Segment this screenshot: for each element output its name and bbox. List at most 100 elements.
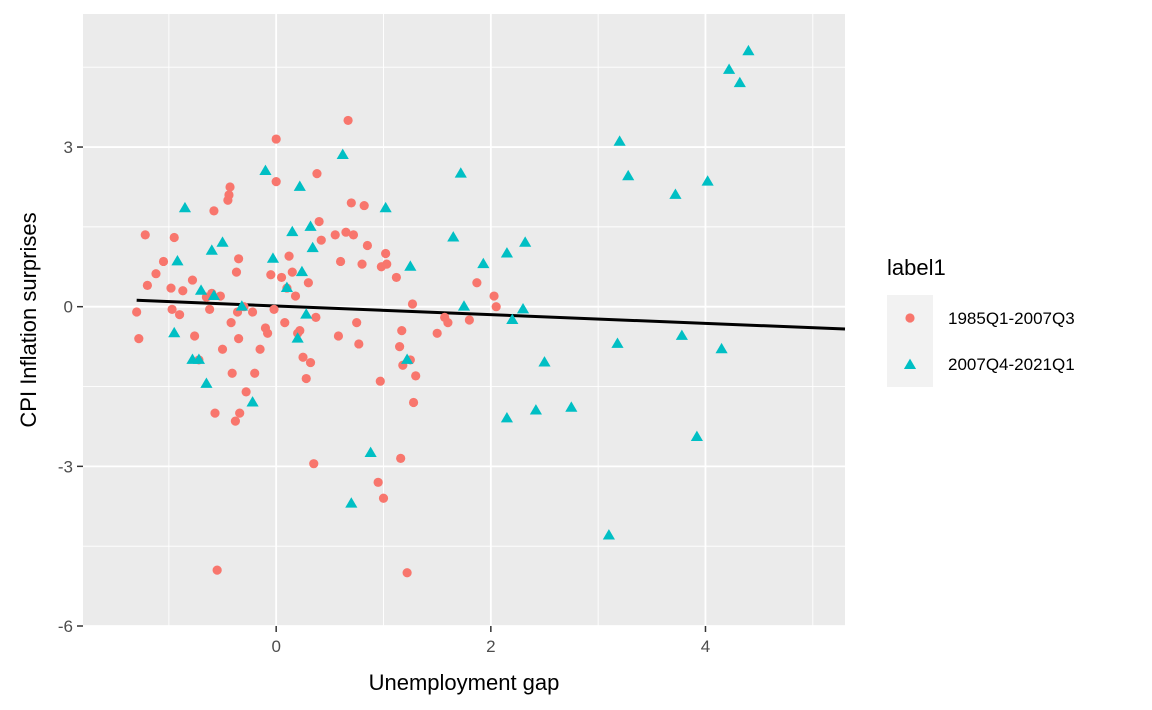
data-point-series-1 xyxy=(169,232,179,243)
data-point-series-1 xyxy=(134,334,144,344)
data-point-series-1 xyxy=(298,352,308,362)
data-point-series-1 xyxy=(316,235,326,245)
legend-key-circle xyxy=(905,313,915,323)
legend-label-1: 1985Q1-2007Q3 xyxy=(948,309,1075,328)
data-point-series-1 xyxy=(280,318,290,328)
data-point-series-1 xyxy=(354,339,364,349)
data-point-series-1 xyxy=(303,278,313,288)
data-point-series-1 xyxy=(362,240,373,251)
data-point-series-2 xyxy=(401,353,414,364)
data-point-series-1 xyxy=(378,493,389,503)
data-point-series-1 xyxy=(375,376,385,386)
y-tick-label: 3 xyxy=(64,138,73,157)
trend-line-group xyxy=(136,298,846,331)
data-point-series-2 xyxy=(216,236,229,247)
data-point-series-1 xyxy=(295,326,305,336)
data-point-series-1 xyxy=(284,251,294,261)
data-point-series-1 xyxy=(217,344,228,354)
legend-label-2: 2007Q4-2021Q1 xyxy=(948,355,1075,374)
data-point-series-2 xyxy=(516,302,530,314)
data-point-series-1 xyxy=(262,328,273,338)
data-point-series-1 xyxy=(230,416,240,426)
data-point-series-2 xyxy=(723,63,736,74)
data-point-series-2 xyxy=(404,260,417,271)
x-tick-label: 4 xyxy=(701,637,710,656)
data-point-series-2 xyxy=(457,300,471,311)
data-point-series-1 xyxy=(209,206,219,216)
data-point-series-1 xyxy=(381,248,391,259)
data-point-series-1 xyxy=(346,198,356,208)
data-point-series-2 xyxy=(194,284,208,295)
data-point-series-1 xyxy=(178,286,188,296)
data-point-series-1 xyxy=(247,307,258,317)
data-point-series-2 xyxy=(345,497,358,508)
data-point-series-1 xyxy=(287,267,297,277)
data-point-series-2 xyxy=(529,404,542,415)
data-point-series-2 xyxy=(690,430,703,442)
data-point-series-2 xyxy=(306,241,319,253)
x-axis: 0 2 4 xyxy=(271,626,710,656)
data-point-series-1 xyxy=(305,357,316,368)
data-point-series-1 xyxy=(271,134,281,144)
data-point-series-1 xyxy=(348,230,359,240)
data-point-series-1 xyxy=(491,302,501,312)
data-point-series-2 xyxy=(611,337,624,348)
legend-title: label1 xyxy=(887,255,946,280)
data-point-series-1 xyxy=(382,259,392,269)
data-point-series-2 xyxy=(235,300,248,311)
data-point-series-1 xyxy=(472,278,482,288)
data-point-series-1 xyxy=(411,371,421,381)
data-point-series-2 xyxy=(200,377,213,388)
data-point-series-2 xyxy=(178,201,192,213)
data-point-series-2 xyxy=(207,289,221,301)
legend-key-triangle xyxy=(903,358,917,369)
data-point-series-1 xyxy=(271,177,281,187)
data-point-series-1 xyxy=(432,328,442,338)
data-point-series-1 xyxy=(341,227,351,237)
data-point-series-2 xyxy=(454,167,467,178)
data-point-series-2 xyxy=(669,188,682,199)
data-point-series-1 xyxy=(234,254,244,264)
data-point-series-2 xyxy=(519,236,532,247)
data-point-series-1 xyxy=(314,216,324,227)
data-point-series-1 xyxy=(333,331,344,341)
data-point-series-2 xyxy=(259,164,272,175)
data-point-series-1 xyxy=(226,318,236,328)
data-point-series-2 xyxy=(266,252,280,263)
y-tick-label: 0 xyxy=(64,298,73,317)
y-tick-label: -6 xyxy=(58,617,73,636)
data-point-series-2 xyxy=(336,148,349,159)
data-point-series-2 xyxy=(171,255,184,266)
data-point-series-2 xyxy=(622,169,635,181)
data-point-series-2 xyxy=(602,529,615,540)
data-point-series-1 xyxy=(290,291,301,301)
data-point-series-2 xyxy=(300,308,313,319)
data-point-series-2 xyxy=(246,396,259,407)
data-point-series-1 xyxy=(408,397,419,408)
data-point-series-1 xyxy=(266,270,276,280)
y-tick-label: -3 xyxy=(58,457,73,476)
data-point-series-1 xyxy=(132,307,142,317)
data-point-series-2 xyxy=(506,313,519,324)
data-point-series-1 xyxy=(312,169,322,179)
data-point-series-1 xyxy=(212,565,222,575)
x-tick-label: 0 xyxy=(271,637,280,656)
data-point-series-1 xyxy=(391,272,401,283)
data-point-series-1 xyxy=(205,304,215,314)
data-point-series-1 xyxy=(443,318,453,328)
data-point-series-1 xyxy=(255,344,265,354)
data-point-series-2 xyxy=(733,76,746,88)
data-point-series-2 xyxy=(293,180,306,191)
data-point-series-1 xyxy=(330,230,340,240)
data-point-series-1 xyxy=(269,304,279,314)
y-axis-title: CPI Inflation surprises xyxy=(16,212,41,427)
data-point-series-1 xyxy=(335,256,346,267)
data-point-series-1 xyxy=(234,334,244,344)
data-point-series-2 xyxy=(304,220,317,231)
data-point-series-1 xyxy=(352,318,362,328)
data-points xyxy=(132,44,755,578)
data-point-series-2 xyxy=(538,356,551,367)
data-point-series-2 xyxy=(613,135,626,146)
data-point-series-1 xyxy=(142,280,152,291)
data-point-series-1 xyxy=(250,368,260,378)
